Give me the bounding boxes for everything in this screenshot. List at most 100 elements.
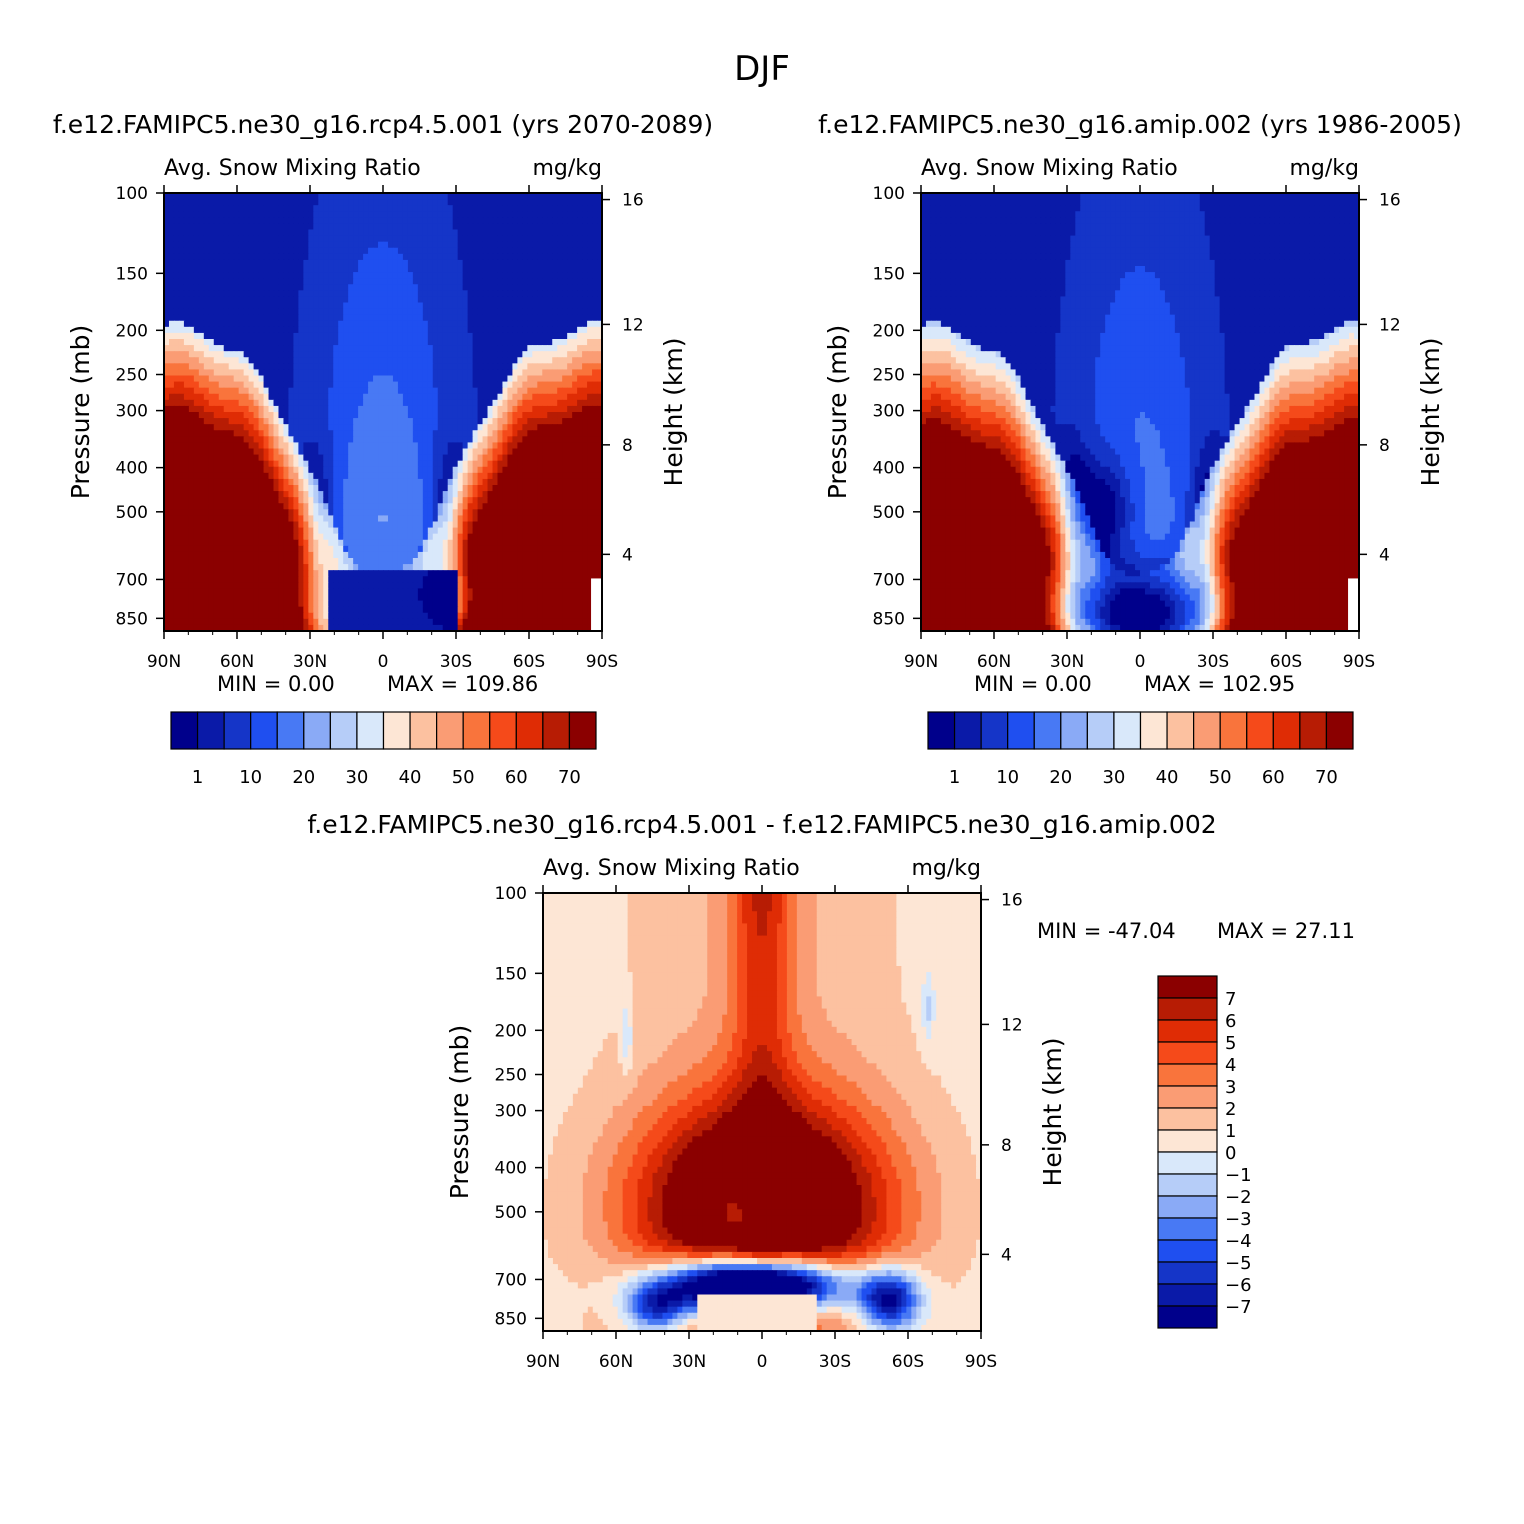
contour-cell [527,229,533,237]
contour-cell [402,229,409,237]
contour-cell [298,533,304,541]
contour-cell [238,533,245,541]
contour-cell [397,527,404,535]
contour-cell [283,478,290,486]
contour-cell [173,393,180,401]
contour-cell [338,472,344,480]
contour-cell [173,363,180,371]
contour-cell [527,448,533,456]
contour-cell [427,527,434,535]
contour-cell [422,320,429,328]
contour-cell [313,272,319,279]
contour-cell [383,381,389,389]
contour-cell [437,503,444,510]
contour-cell [208,363,215,371]
contour-cell [323,314,329,322]
contour-cell [562,436,568,444]
contour-cell [567,387,573,395]
contour-cell [417,314,424,322]
contour-cell [273,326,280,334]
contour-cell [592,430,598,437]
contour-cell [422,314,429,322]
contour-cell [378,253,384,261]
contour-cell [193,339,200,346]
contour-cell [597,460,603,468]
contour-cell [467,296,474,304]
contour-cell [552,436,558,444]
contour-cell [517,223,523,231]
contour-cell [517,272,523,279]
contour-cell [313,205,319,212]
contour-cell [358,266,364,273]
contour-cell [328,503,334,510]
contour-cell [283,314,290,322]
contour-cell [442,533,449,541]
contour-cell [333,418,339,425]
contour-cell [258,521,265,529]
contour-cell [407,430,414,437]
contour-cell [592,369,598,377]
contour-cell [283,527,290,535]
contour-cell [278,387,285,395]
contour-cell [552,345,558,352]
contour-cell [387,509,394,517]
contour-cell [288,497,295,504]
contour-cell [288,454,295,462]
contour-cell [168,533,175,541]
contour-cell [268,460,275,468]
contour-cell [318,369,324,377]
contour-cell [383,211,389,218]
contour-cell [228,485,235,492]
contour-cell [462,466,469,474]
contour-cell [557,284,563,291]
contour-cell [582,491,588,498]
contour-cell [582,326,588,334]
contour-cell [233,478,240,486]
contour-cell [303,259,309,267]
contour-cell [338,253,344,261]
contour-cell [582,229,588,237]
contour-cell [223,199,230,206]
contour-cell [293,314,299,322]
contour-cell [173,296,180,304]
contour-cell [447,332,454,340]
contour-cell [542,345,548,352]
contour-cell [432,253,439,261]
contour-cell [512,375,518,383]
contour-cell [507,235,514,243]
contour-cell [527,326,533,334]
contour-cell [248,405,255,413]
contour-cell [208,430,215,437]
contour-cell [258,430,265,437]
contour-cell [587,454,593,462]
contour-cell [437,485,444,492]
contour-cell [218,418,225,425]
contour-cell [532,387,538,395]
contour-cell [213,266,220,273]
contour-cell [527,284,533,291]
contour-cell [298,217,304,225]
contour-cell [572,357,578,364]
contour-cell [422,521,429,529]
contour-cell [238,223,245,231]
contour-cell [532,424,538,431]
contour-cell [462,205,469,212]
contour-cell [308,412,314,419]
contour-cell [373,339,379,346]
contour-cell [487,326,494,334]
contour-cell [552,509,558,517]
contour-cell [273,278,280,285]
contour-cell [392,430,399,437]
contour-cell [412,491,419,498]
contour-cell [363,357,369,364]
contour-cell [248,497,255,504]
contour-cell [318,430,324,437]
contour-cell [213,424,220,431]
contour-cell [253,332,260,340]
contour-cell [557,199,563,206]
contour-cell [338,205,344,212]
contour-cell [198,393,205,401]
contour-cell [557,241,563,249]
contour-cell [203,436,210,444]
contour-cell [417,460,424,468]
